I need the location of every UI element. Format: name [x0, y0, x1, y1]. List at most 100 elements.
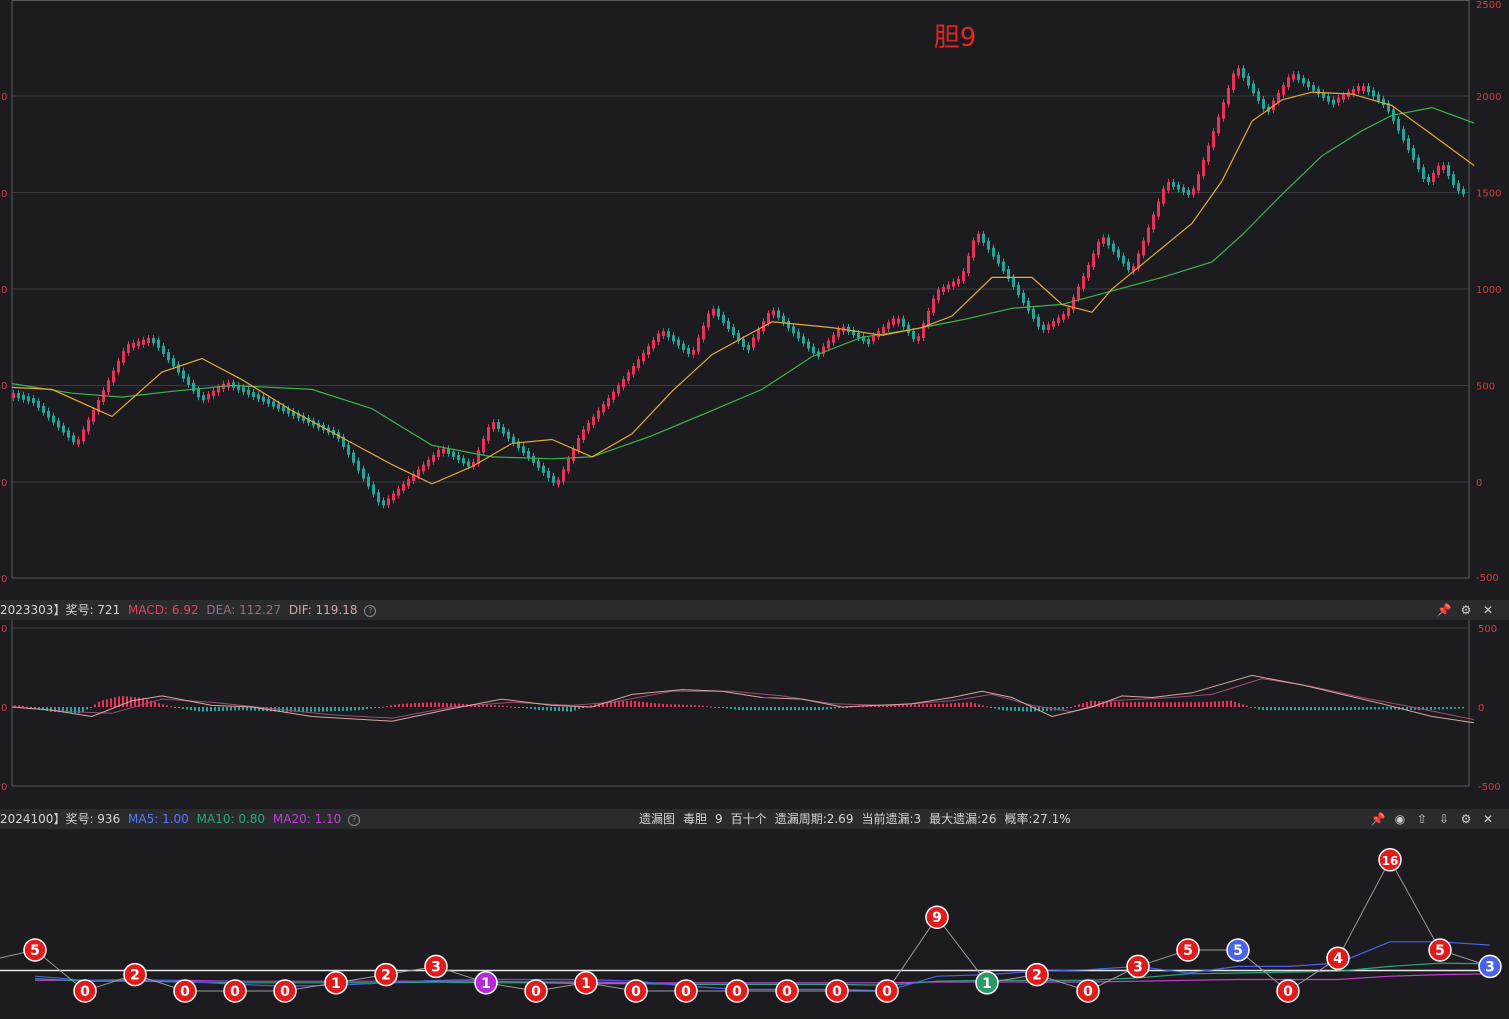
candle: [427, 459, 430, 467]
candle: [657, 333, 660, 342]
candle: [1287, 77, 1290, 88]
down-arrow-icon[interactable]: ⇩: [1438, 812, 1450, 826]
macd-histogram-bar: [570, 707, 572, 712]
macd-histogram-bar: [1014, 707, 1016, 711]
up-arrow-icon[interactable]: ⇧: [1416, 812, 1428, 826]
macd-histogram-bar: [1010, 707, 1012, 711]
macd-histogram-bar: [1282, 707, 1284, 711]
candle: [832, 334, 835, 343]
macd-histogram-bar: [314, 707, 316, 712]
macd-histogram-bar: [1026, 707, 1028, 712]
candle: [1222, 102, 1225, 119]
macd-histogram-bar: [650, 702, 652, 707]
macd-histogram-bar: [130, 696, 132, 707]
candle: [732, 326, 735, 335]
macd-histogram-bar: [170, 706, 172, 708]
macd-histogram-bar: [1430, 707, 1432, 710]
candle: [812, 346, 815, 354]
pin-icon[interactable]: 📌: [1370, 812, 1386, 826]
omission-value-label: 0: [681, 984, 691, 1000]
candle: [12, 393, 15, 399]
macd-histogram-bar: [1090, 700, 1092, 707]
omission-marker: [725, 979, 749, 1003]
macd-histogram-bar: [410, 703, 412, 707]
candle: [187, 376, 190, 385]
omission-value-label: 5: [1435, 943, 1445, 959]
omission-value-label: 1: [581, 976, 591, 992]
candle: [197, 389, 200, 398]
omission-value-label: 0: [180, 984, 190, 1000]
omission-marker: [1076, 979, 1100, 1003]
candle: [517, 441, 520, 449]
macd-histogram-bar: [430, 702, 432, 707]
candle: [257, 394, 260, 400]
candle: [437, 450, 440, 457]
candle: [107, 380, 110, 393]
candle: [162, 345, 165, 355]
macd-histogram-bar: [270, 707, 272, 712]
macd-histogram-bar: [394, 704, 396, 707]
candle: [392, 493, 395, 501]
candle: [1257, 91, 1260, 102]
eye-icon[interactable]: ◉: [1394, 812, 1406, 826]
macd-info-bar: 2023303】奖号: 721 MACD: 6.92 DEA: 112.27 D…: [0, 600, 1509, 620]
macd-histogram-bar: [822, 707, 824, 710]
macd-histogram-bar: [1002, 707, 1004, 711]
pin-icon[interactable]: 📌: [1436, 603, 1452, 617]
macd-histogram-bar: [1110, 701, 1112, 707]
macd-histogram-bar: [346, 707, 348, 711]
close-icon[interactable]: ✕: [1482, 603, 1494, 617]
candle: [627, 372, 630, 381]
macd-histogram-bar: [682, 704, 684, 707]
candle: [737, 332, 740, 342]
candle: [287, 408, 290, 414]
macd-histogram-bar: [1350, 707, 1352, 710]
macd-histogram-bar: [1442, 707, 1444, 710]
omission-marker: [674, 979, 698, 1003]
candle: [1437, 165, 1440, 175]
macd-histogram-bar: [382, 706, 384, 708]
close-icon[interactable]: ✕: [1482, 812, 1494, 826]
macd-histogram-bar: [1130, 702, 1132, 707]
macd-chart: 500 0 0 0 -500 0: [0, 620, 1509, 809]
candle: [487, 427, 490, 441]
candle: [1302, 77, 1305, 84]
macd-histogram-bar: [926, 704, 928, 707]
omission-chart: 5 0 2 0 0 0 1 2 3 1 0 1 0 0 0 0 0 0 9 1 2 0 3 5 5 0 4 16 5 3: [0, 829, 1509, 1019]
candle: [352, 452, 355, 463]
macd-histogram-bar: [1058, 707, 1060, 711]
macd-histogram-bar: [526, 707, 528, 709]
macd-histogram-bar: [182, 707, 184, 709]
omission-marker: [875, 979, 899, 1003]
candle: [877, 331, 880, 338]
candle: [1017, 284, 1020, 295]
candle: [157, 339, 160, 348]
candle: [1297, 74, 1300, 80]
macd-histogram-bar: [530, 707, 532, 709]
settings-icon[interactable]: ⚙: [1460, 812, 1472, 826]
macd-histogram-bar: [1154, 702, 1156, 707]
omission-marker: [324, 971, 348, 995]
macd-histogram-bar: [702, 705, 704, 707]
macd-histogram-bar: [1198, 702, 1200, 707]
settings-icon[interactable]: ⚙: [1460, 603, 1472, 617]
macd-histogram-bar: [878, 705, 880, 707]
candle: [602, 404, 605, 413]
macd-histogram-bar: [1422, 707, 1424, 711]
macd-histogram-bar: [1062, 707, 1064, 710]
macd-histogram-bar: [482, 704, 484, 707]
candle: [527, 451, 530, 458]
omission-value-label: 1: [331, 976, 341, 992]
question-circle-icon[interactable]: ?: [364, 604, 377, 617]
candle: [1342, 94, 1345, 100]
macd-histogram-bar: [1450, 707, 1452, 709]
macd-histogram-bar: [994, 707, 996, 709]
candle: [227, 382, 230, 388]
macd-histogram-bar: [1434, 707, 1436, 710]
candle: [1307, 81, 1310, 88]
candle: [952, 281, 955, 287]
macd-histogram-bar: [850, 706, 852, 708]
candle: [252, 391, 255, 397]
question-circle-icon[interactable]: ?: [348, 813, 361, 826]
candle: [357, 460, 360, 471]
